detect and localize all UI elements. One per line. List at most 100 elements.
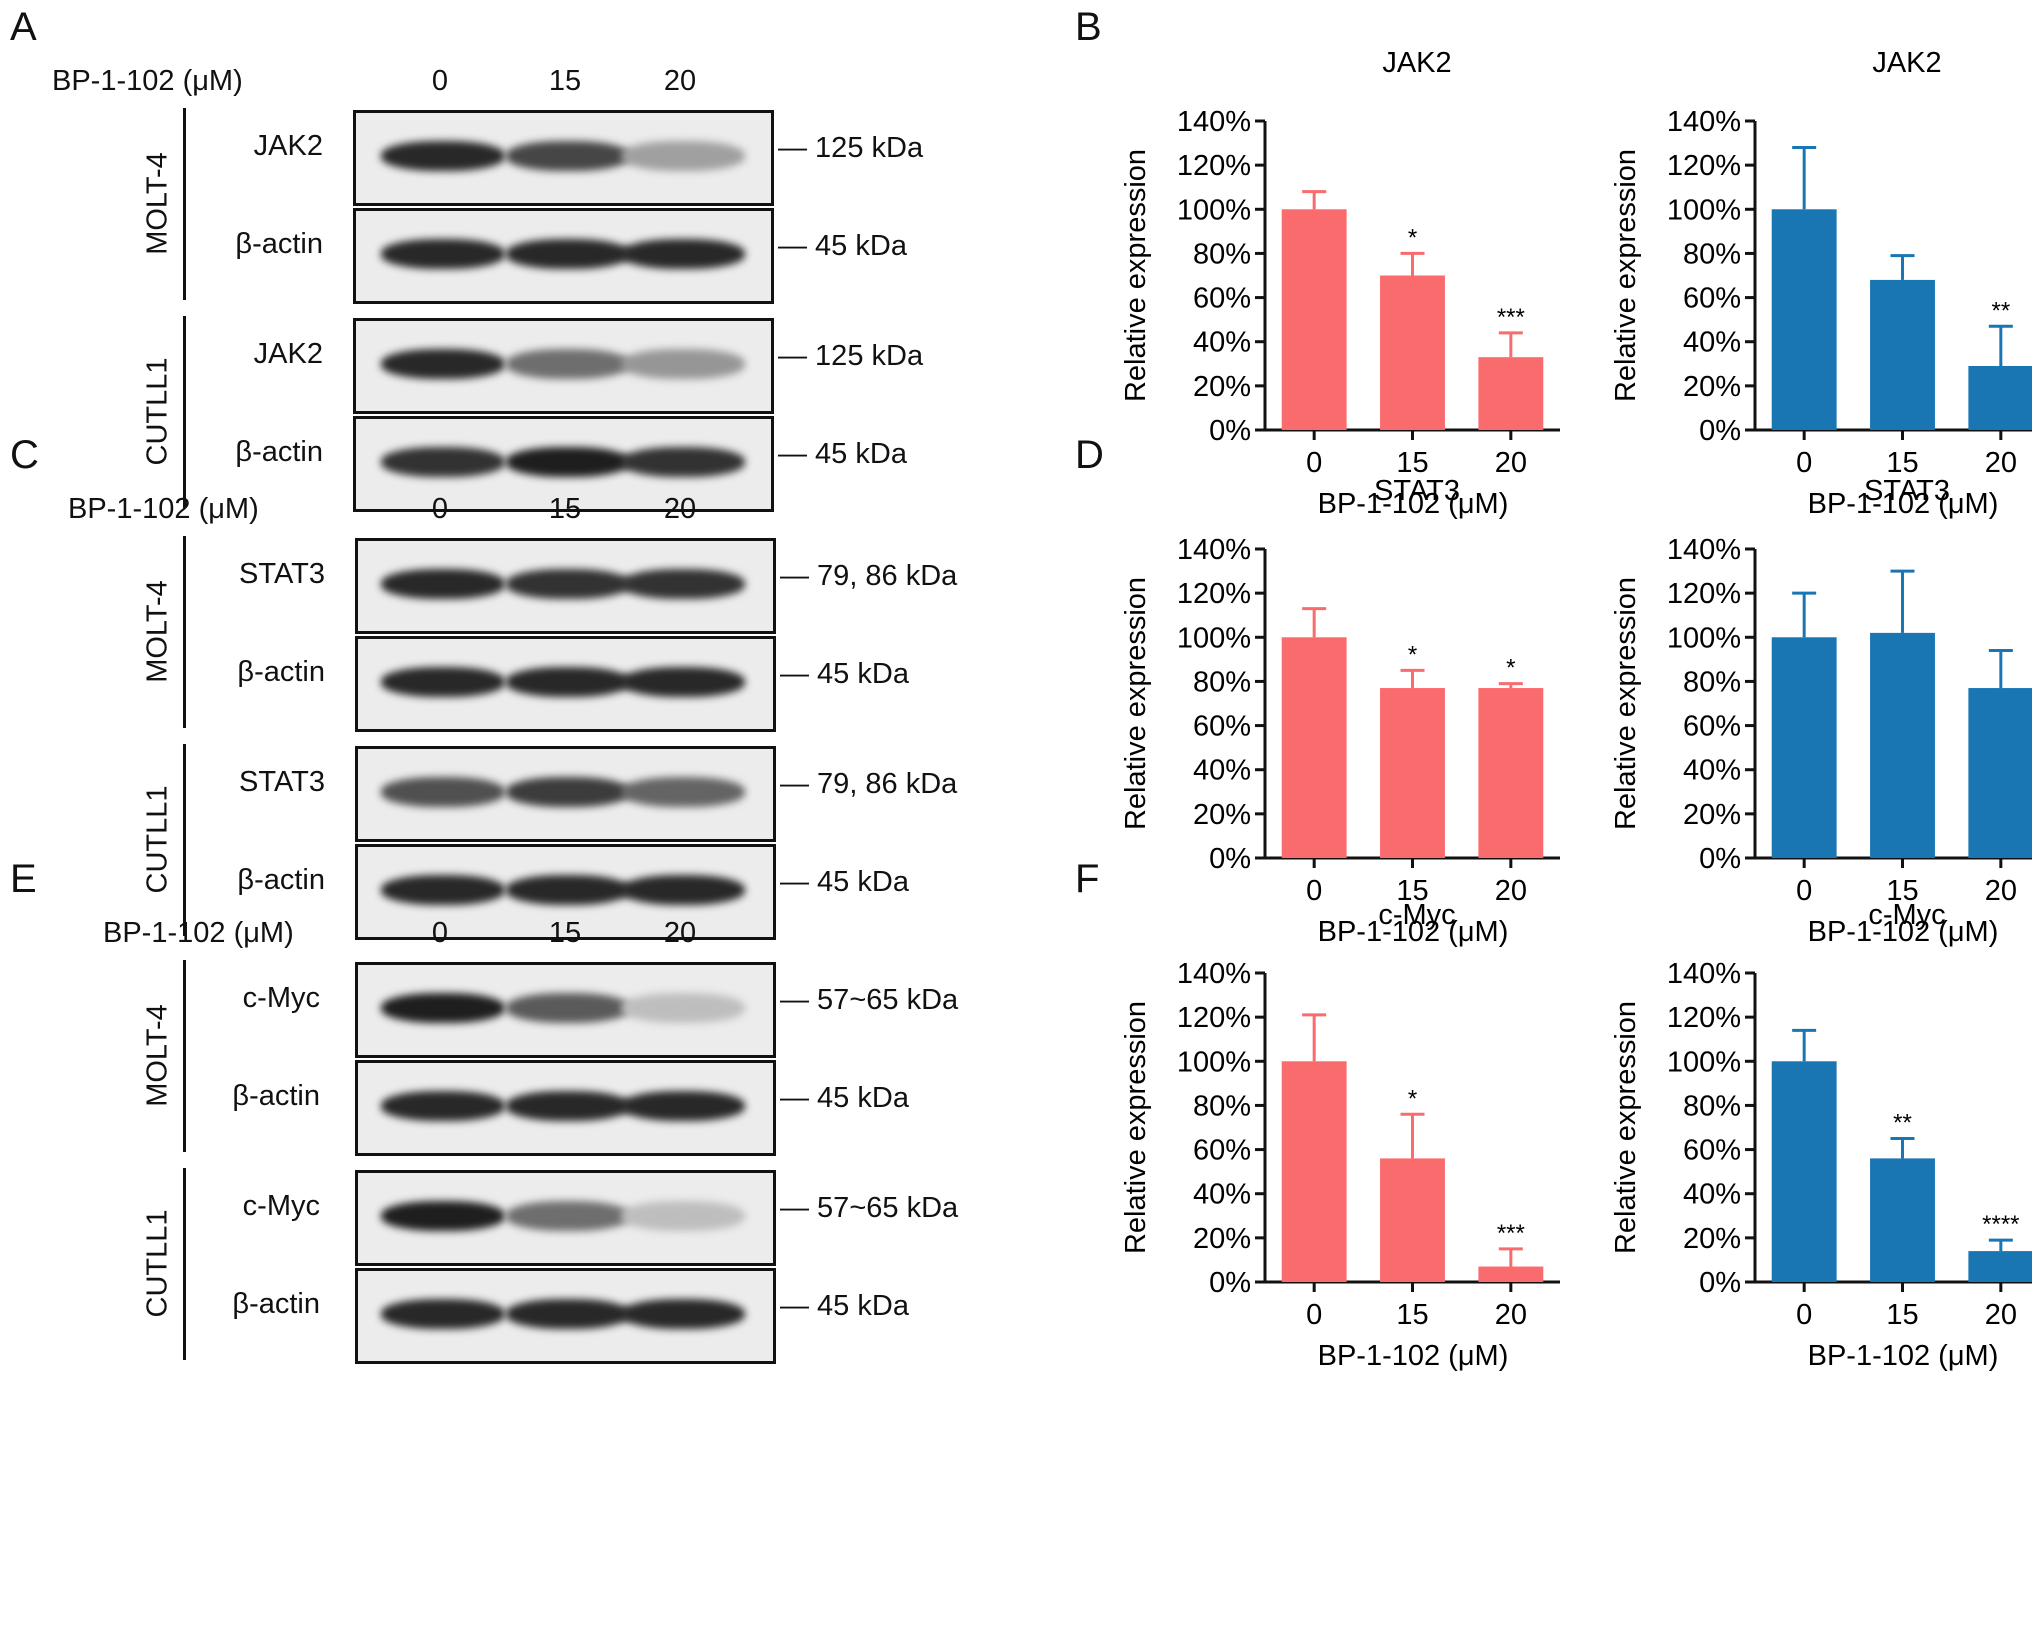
blot-band <box>621 875 745 905</box>
bar <box>1968 1251 2032 1282</box>
chart-title: c-Myc <box>1378 899 1455 931</box>
lane-label: 0 <box>431 493 449 525</box>
blot-band <box>381 875 505 905</box>
x-tick-label: 0 <box>1306 1299 1322 1331</box>
protein-label: β-actin <box>237 656 325 688</box>
chart-group: JAK2 Relative expression 0% 20% 40% 60% 80% 100… <box>1120 47 1560 520</box>
blot-band <box>381 569 505 599</box>
y-tick-label: 140% <box>1667 106 1741 138</box>
cell-line-label: MOLT-4 <box>141 580 174 683</box>
molecular-weight-label: — 45 kDa <box>780 658 909 690</box>
y-tick-label: 120% <box>1667 150 1741 182</box>
y-tick-label: 140% <box>1177 106 1251 138</box>
y-tick-label: 60% <box>1683 283 1741 315</box>
protein-label: β-actin <box>235 228 323 260</box>
y-tick-label: 60% <box>1683 1135 1741 1167</box>
blot-band <box>506 141 630 171</box>
blot-image <box>355 1060 776 1156</box>
bar <box>1380 1158 1445 1282</box>
y-tick-label: 40% <box>1193 755 1251 787</box>
y-tick-label: 20% <box>1683 799 1741 831</box>
significance-marker: ** <box>1991 297 2010 324</box>
cell-line-label: CUTLL1 <box>141 785 174 894</box>
y-tick-label: 80% <box>1193 238 1251 270</box>
blot-image <box>355 1170 776 1266</box>
cell-line-bracket <box>183 536 186 728</box>
blot-band <box>621 447 745 477</box>
molecular-weight-label: — 125 kDa <box>778 340 924 372</box>
y-tick-label: 0% <box>1209 843 1251 875</box>
significance-marker: **** <box>1982 1211 2019 1238</box>
panel-letter: D <box>1075 433 1104 477</box>
panel-letter: F <box>1075 857 1100 901</box>
protein-label: β-actin <box>232 1080 320 1112</box>
y-tick-label: 120% <box>1667 578 1741 610</box>
x-tick-label: 20 <box>1985 447 2017 479</box>
y-tick-label: 120% <box>1177 150 1251 182</box>
y-tick-label: 80% <box>1193 1090 1251 1122</box>
bar <box>1281 637 1347 858</box>
y-tick-label: 20% <box>1193 799 1251 831</box>
significance-marker: * <box>1506 655 1515 682</box>
y-tick-label: 100% <box>1177 194 1251 226</box>
protein-label: β-actin <box>237 864 325 896</box>
lane-label: 20 <box>663 493 697 525</box>
y-axis-label: Relative expression <box>1610 149 1642 402</box>
condition-label: BP-1-102 (μM) <box>52 65 243 97</box>
bar <box>1870 279 1935 430</box>
protein-label: JAK2 <box>253 338 323 370</box>
blot-band <box>506 667 630 697</box>
chart-title: STAT3 <box>1374 475 1460 507</box>
x-tick-label: 15 <box>1396 447 1428 479</box>
y-tick-label: 140% <box>1667 958 1741 990</box>
chart-title: JAK2 <box>1382 47 1451 79</box>
protein-label: c-Myc <box>242 1190 320 1222</box>
y-tick-label: 0% <box>1209 1267 1251 1299</box>
chart-title: c-Myc <box>1868 899 1945 931</box>
y-tick-label: 140% <box>1667 534 1741 566</box>
y-tick-label: 80% <box>1683 666 1741 698</box>
blot-image <box>355 746 776 842</box>
blot-band <box>381 993 505 1023</box>
y-axis-label: Relative expression <box>1120 577 1152 830</box>
bar-chart: JAK2 Relative expression 0% 20% 40% 60% 80% 100… <box>1120 47 1560 520</box>
y-tick-label: 140% <box>1177 958 1251 990</box>
cell-line-bracket <box>183 744 186 936</box>
y-tick-label: 60% <box>1193 1135 1251 1167</box>
blot-band <box>506 239 630 269</box>
x-axis-label: BP-1-102 (μM) <box>1808 488 1999 520</box>
y-tick-label: 0% <box>1699 843 1741 875</box>
lane-label: 15 <box>548 65 582 97</box>
condition-label: BP-1-102 (μM) <box>68 493 259 525</box>
y-tick-label: 140% <box>1177 534 1251 566</box>
bar <box>1380 275 1445 430</box>
x-tick-label: 20 <box>1495 1299 1527 1331</box>
x-tick-label: 20 <box>1985 1299 2017 1331</box>
cell-line-label: CUTLL1 <box>141 1209 174 1318</box>
blot-band <box>506 1299 630 1329</box>
significance-marker: ** <box>1893 1110 1912 1137</box>
protein-label: β-actin <box>235 436 323 468</box>
blot-image <box>353 416 774 512</box>
blot-band <box>621 993 745 1023</box>
blot-band <box>381 239 505 269</box>
blot-band <box>621 777 745 807</box>
cell-line-bracket <box>183 108 186 300</box>
x-tick-label: 20 <box>1985 875 2017 907</box>
y-tick-label: 80% <box>1683 1090 1741 1122</box>
bar-chart: STAT3 Relative expression 0% 20% 40% 60% 80% 10… <box>1610 475 2032 948</box>
y-tick-label: 0% <box>1699 415 1741 447</box>
bar-chart: JAK2 Relative expression 0% 20% 40% 60% 80% 100… <box>1610 47 2032 520</box>
blot-image <box>355 538 776 634</box>
y-tick-label: 20% <box>1683 371 1741 403</box>
molecular-weight-label: — 45 kDa <box>780 1082 909 1114</box>
blot-band <box>381 667 505 697</box>
blot-band <box>381 1091 505 1121</box>
lane-label: 20 <box>663 917 697 949</box>
x-axis-label: BP-1-102 (μM) <box>1808 1340 1999 1372</box>
bar <box>1281 1061 1347 1282</box>
blot-band <box>506 1091 630 1121</box>
bar <box>1380 688 1445 858</box>
blot-band <box>621 349 745 379</box>
lane-label: 0 <box>431 917 449 949</box>
